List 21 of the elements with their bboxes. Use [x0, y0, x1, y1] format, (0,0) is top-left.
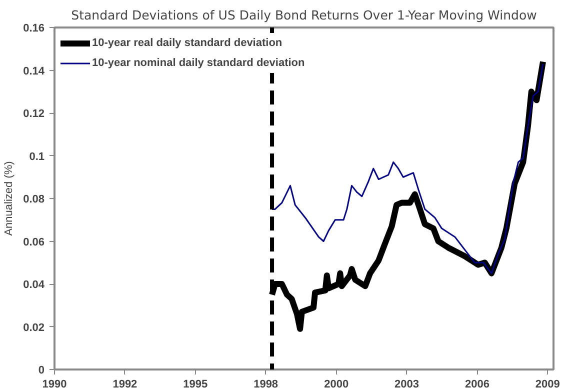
legend-label: 10-year nominal daily standard deviation — [92, 57, 305, 69]
y-tick-label: 0.06 — [23, 236, 45, 248]
y-axis-title: Annualized (%) — [3, 161, 16, 236]
y-tick-label: 0.04 — [23, 279, 46, 291]
x-tick-label: 2009 — [535, 378, 560, 390]
x-tick-label: 1992 — [112, 378, 138, 390]
x-tick-label: 2003 — [394, 378, 420, 390]
x-tick-label: 1990 — [42, 378, 67, 390]
x-tick-label: 2000 — [324, 378, 349, 390]
legend-label: 10-year real daily standard deviation — [92, 37, 282, 49]
y-tick-label: 0.08 — [23, 194, 45, 206]
x-tick-label: 1998 — [254, 378, 278, 390]
y-tick-label: 0.12 — [23, 108, 45, 120]
y-tick-label: 0.16 — [23, 22, 45, 34]
chart-title: Standard Deviations of US Daily Bond Returns Over 1-Year Moving Window — [71, 8, 537, 22]
y-tick-label: 0.02 — [23, 322, 45, 334]
x-tick-label: 2006 — [464, 378, 490, 390]
y-tick-label: 0.14 — [23, 65, 46, 78]
y-tick-label: 0.1 — [29, 150, 45, 163]
x-tick-label: 1995 — [183, 378, 208, 390]
y-tick-label: 0 — [38, 364, 45, 376]
